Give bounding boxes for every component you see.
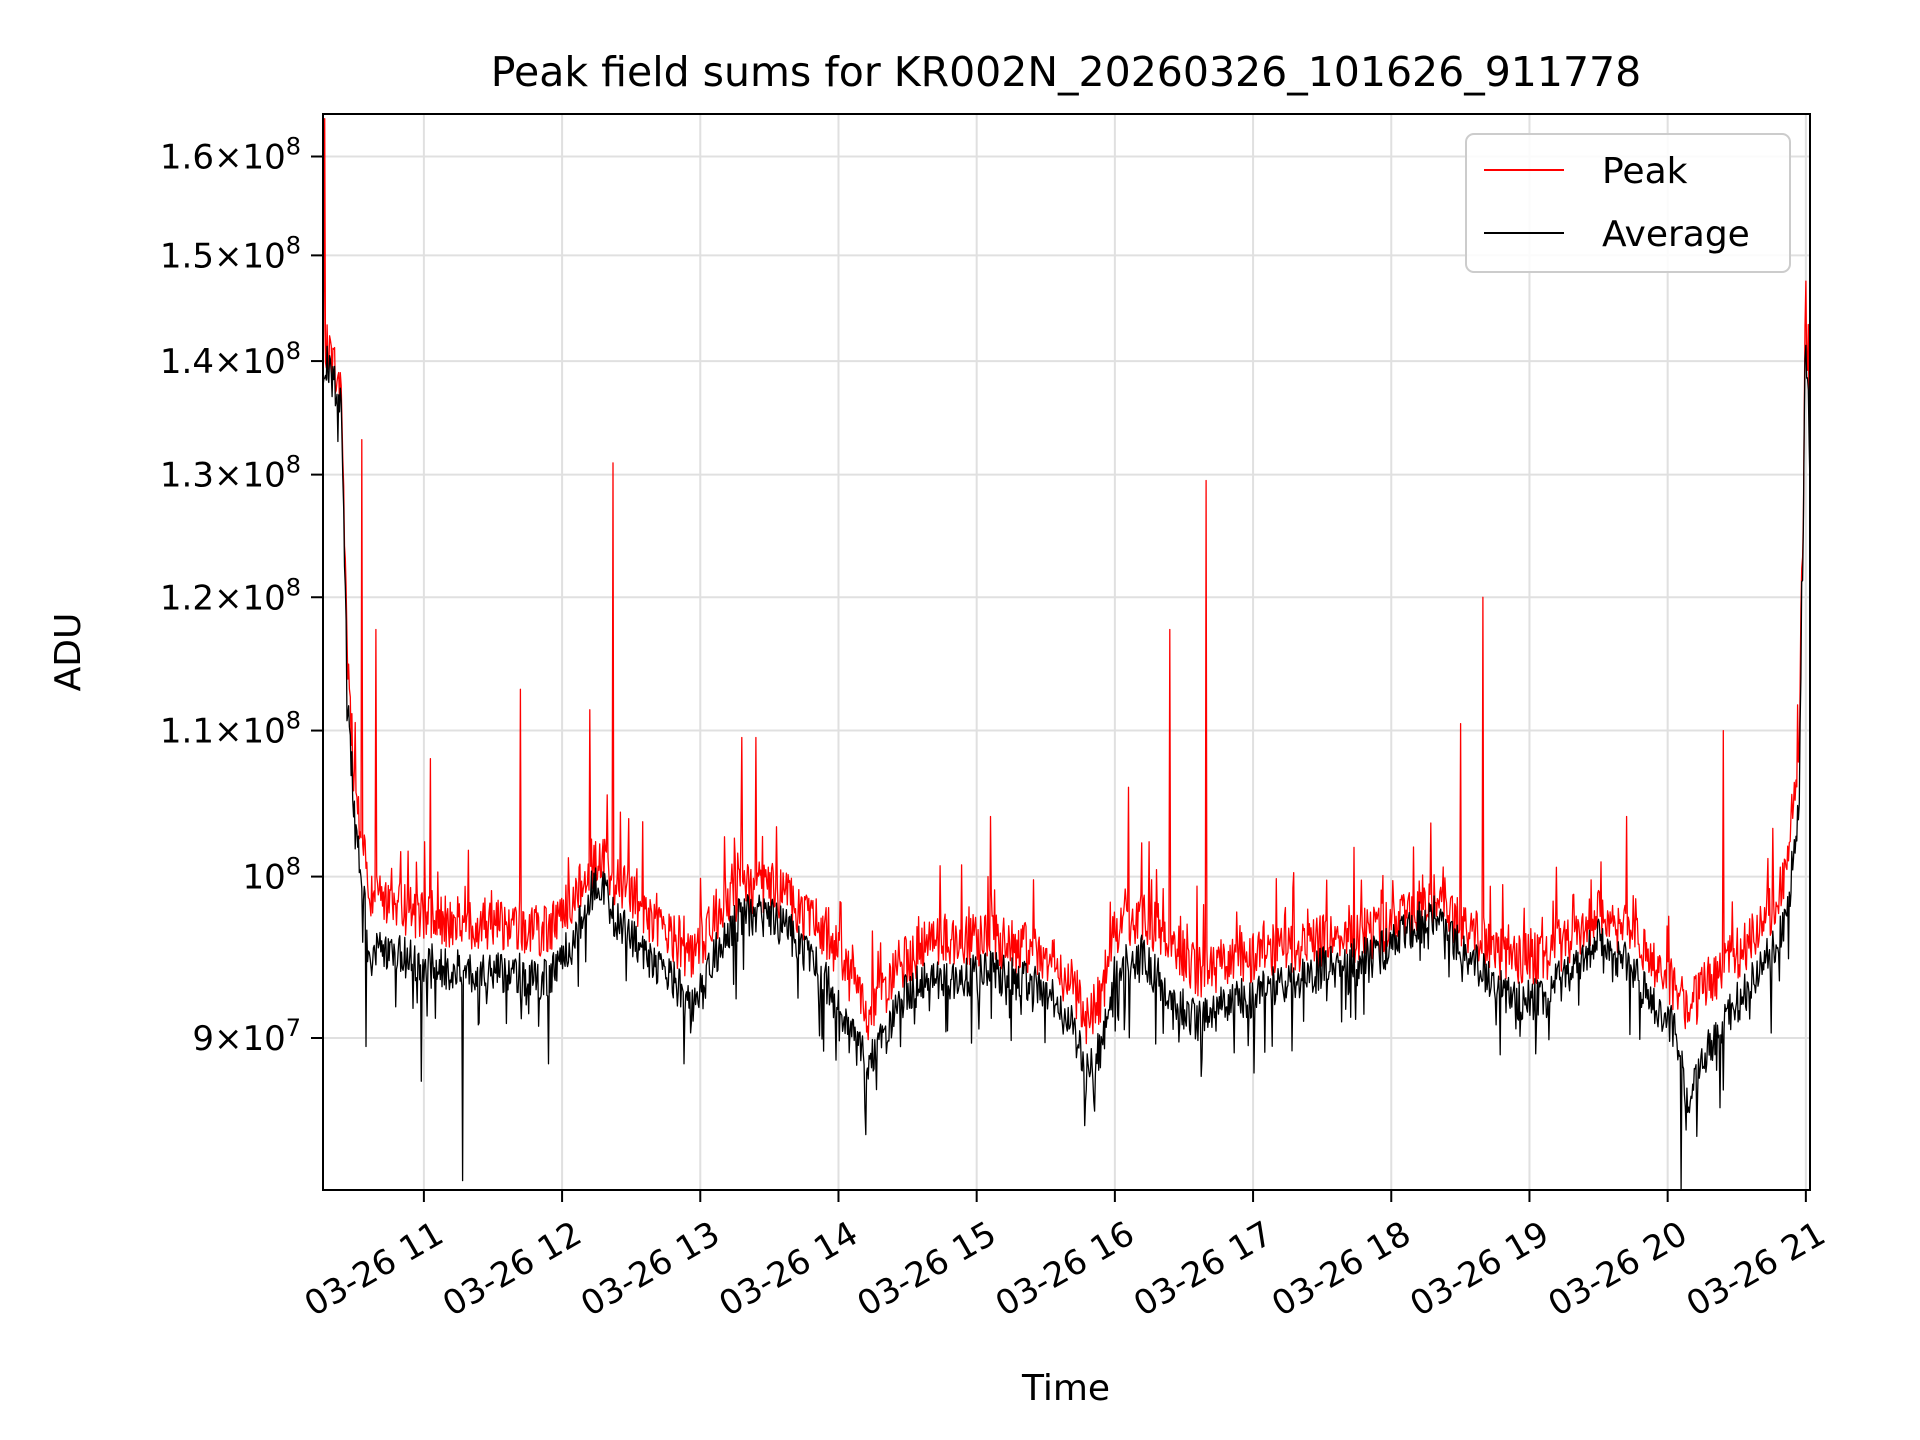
peak-series [322, 118, 1811, 1045]
peak-line [322, 118, 1811, 1045]
y-tick-label: 1.4×108 [160, 337, 301, 382]
plot-area [323, 114, 1810, 1190]
legend-average-label: Average [1602, 214, 1750, 255]
y-axis-label: ADU [48, 613, 89, 692]
y-tick-label: 1.3×108 [160, 451, 301, 496]
legend: Peak Average [1465, 133, 1791, 273]
plot-frame [322, 113, 1811, 1191]
x-axis-label: Time [1021, 1368, 1110, 1409]
y-tick-label: 1.1×108 [160, 707, 301, 752]
y-tick-label: 108 [242, 853, 301, 898]
y-tick-label: 1.5×108 [160, 231, 301, 276]
legend-box [1465, 133, 1791, 273]
y-tick-label: 1.2×108 [160, 573, 301, 618]
chart-title: Peak field sums for KR002N_20260326_1016… [491, 48, 1641, 96]
average-line [322, 344, 1811, 1191]
legend-peak-label: Peak [1602, 151, 1688, 192]
average-series [322, 344, 1811, 1191]
y-axis: 9×107 108 1.1×108 1.2×108 1.3×108 1.4×108 1.5×… [160, 132, 323, 1059]
y-tick-label: 1.6×108 [160, 132, 301, 177]
grid [323, 114, 1810, 1190]
y-tick-label: 9×107 [192, 1014, 301, 1059]
